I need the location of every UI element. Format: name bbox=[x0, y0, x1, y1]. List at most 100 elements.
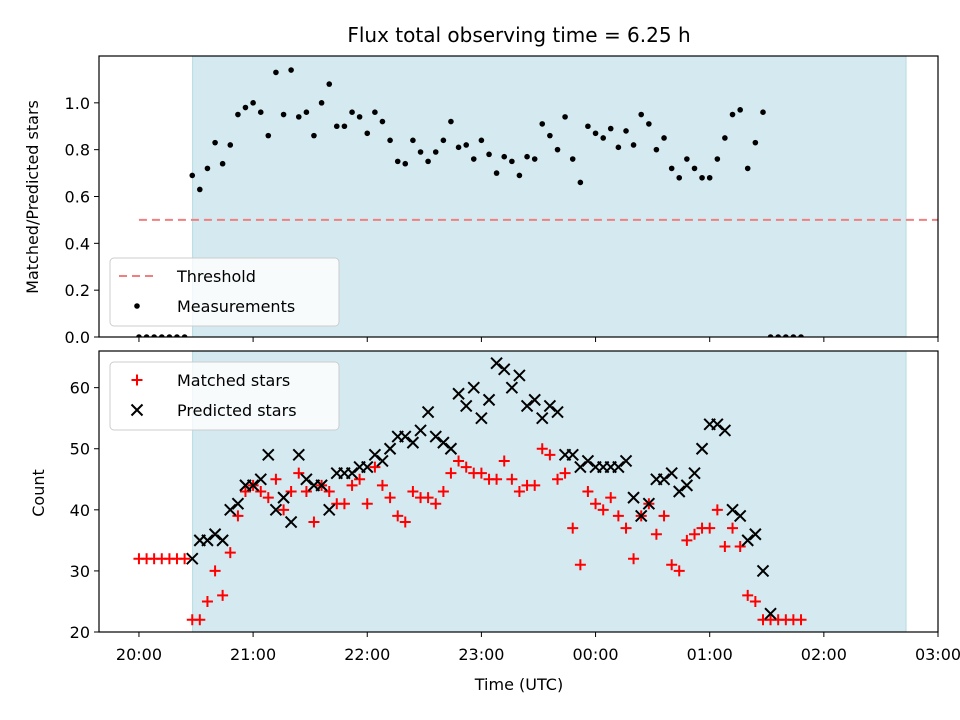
predicted-stars-point bbox=[345, 466, 359, 480]
measurements-point bbox=[615, 144, 622, 151]
measurements-point bbox=[204, 165, 211, 172]
measurements-point bbox=[706, 174, 713, 181]
measurements-point bbox=[775, 334, 781, 337]
y-tick-label: 0.0 bbox=[65, 328, 90, 347]
measurements-point bbox=[158, 334, 165, 337]
y-tick-label: 50 bbox=[70, 440, 90, 459]
measurements-point bbox=[585, 123, 591, 130]
measurements-point bbox=[349, 109, 355, 115]
predicted-stars-point bbox=[756, 564, 770, 578]
predicted-stars-point bbox=[216, 534, 229, 547]
matched-stars-point bbox=[201, 595, 213, 607]
matched-stars-point bbox=[605, 492, 617, 504]
predicted-stars-point bbox=[277, 491, 290, 504]
predicted-stars-point bbox=[749, 528, 762, 541]
measurements-point bbox=[174, 334, 180, 337]
matched-stars-point bbox=[612, 510, 624, 522]
measurements-point bbox=[432, 149, 439, 155]
matched-stars-point bbox=[529, 479, 541, 491]
measurements-point bbox=[691, 165, 698, 172]
y-tick-label: 0.2 bbox=[65, 281, 90, 300]
measurements-point bbox=[196, 186, 203, 193]
matched-stars-point bbox=[300, 486, 312, 497]
matched-stars-point bbox=[666, 559, 678, 571]
matched-stars-point bbox=[399, 516, 411, 528]
predicted-stars-point bbox=[733, 509, 747, 523]
legend: Threshold Measurements bbox=[109, 257, 340, 327]
matched-stars-point bbox=[209, 565, 221, 577]
measurements-point bbox=[166, 334, 173, 337]
measurements-point bbox=[295, 114, 302, 120]
x-tick-label: 02:00 bbox=[801, 645, 847, 664]
legend-swatch-measurements bbox=[134, 303, 140, 309]
predicted-stars-point bbox=[619, 454, 633, 468]
measurements-point bbox=[509, 158, 515, 165]
predicted-stars-point bbox=[292, 448, 305, 462]
chart-title: Flux total observing time = 6.25 h bbox=[347, 23, 690, 47]
measurements-point bbox=[280, 111, 287, 118]
predicted-stars-point bbox=[368, 448, 382, 462]
predicted-stars-point bbox=[680, 479, 694, 492]
matched-stars-point bbox=[498, 455, 510, 467]
measurements-point bbox=[265, 132, 272, 139]
measurements-point bbox=[242, 104, 249, 111]
predicted-stars-point bbox=[475, 411, 488, 425]
predicted-stars-point bbox=[269, 503, 283, 517]
predicted-stars-point bbox=[429, 430, 442, 443]
predicted-stars-point bbox=[284, 515, 298, 529]
matched-stars-point bbox=[354, 473, 366, 485]
predicted-stars-point bbox=[498, 363, 511, 376]
matched-stars-point bbox=[628, 553, 640, 565]
matched-stars-point bbox=[506, 473, 518, 485]
measurements-point bbox=[493, 170, 500, 176]
matched-stars-point bbox=[513, 486, 525, 497]
predicted-stars-point bbox=[323, 503, 336, 517]
measurements-point bbox=[372, 109, 378, 115]
x-tick-label: 00:00 bbox=[572, 645, 618, 664]
measurements-point bbox=[524, 153, 530, 160]
matched-stars-point bbox=[727, 522, 739, 534]
measurements-point bbox=[326, 81, 333, 87]
measurements-point bbox=[760, 109, 766, 115]
measurements-point bbox=[151, 334, 157, 337]
predicted-stars-point bbox=[361, 460, 374, 474]
measurements-point bbox=[303, 109, 310, 115]
matched-stars-point bbox=[582, 486, 594, 497]
predicted-stars-point bbox=[376, 454, 389, 468]
matched-stars-point bbox=[239, 486, 251, 497]
measurements-point bbox=[410, 137, 416, 144]
measurements-point bbox=[379, 118, 386, 125]
matched-stars-point bbox=[749, 595, 761, 607]
matched-stars-point bbox=[475, 467, 487, 479]
predicted-stars-point bbox=[208, 528, 222, 541]
matched-stars-point bbox=[590, 498, 602, 510]
legend-box bbox=[109, 361, 340, 431]
matched-stars-point bbox=[262, 492, 274, 504]
predicted-stars-point bbox=[262, 448, 275, 462]
matched-stars-point bbox=[460, 461, 472, 473]
x-tick-label: 21:00 bbox=[230, 645, 276, 664]
x-tick-label: 22:00 bbox=[344, 645, 390, 664]
matched-stars-point bbox=[422, 492, 434, 504]
matched-stars-point bbox=[384, 492, 396, 504]
predicted-stars-point bbox=[520, 399, 534, 413]
matched-stars-point bbox=[346, 479, 358, 491]
matched-stars-point bbox=[232, 510, 244, 522]
ratio-panel: 0.0 0.2 0.4 0.6 0.8 1.0 Threshold Measurements bbox=[65, 55, 939, 347]
y-tick-label: 0.4 bbox=[65, 234, 90, 253]
measurements-point bbox=[333, 123, 340, 130]
predicted-stars-point bbox=[551, 405, 564, 419]
y-tick-label: 60 bbox=[70, 379, 90, 398]
legend-label-measurements: Measurements bbox=[177, 297, 295, 316]
x-tick-label: 01:00 bbox=[687, 645, 733, 664]
matched-stars-point bbox=[658, 510, 670, 522]
matched-stars-point bbox=[224, 547, 236, 559]
matched-stars-point bbox=[719, 540, 731, 552]
predicted-stars-point bbox=[657, 473, 671, 486]
matched-stars-point bbox=[323, 486, 335, 497]
x-tick-label: 23:00 bbox=[458, 645, 504, 664]
predicted-stars-point bbox=[444, 442, 458, 455]
predicted-stars-point bbox=[574, 460, 587, 474]
measurements-point bbox=[417, 149, 424, 155]
measurements-point bbox=[257, 109, 264, 115]
